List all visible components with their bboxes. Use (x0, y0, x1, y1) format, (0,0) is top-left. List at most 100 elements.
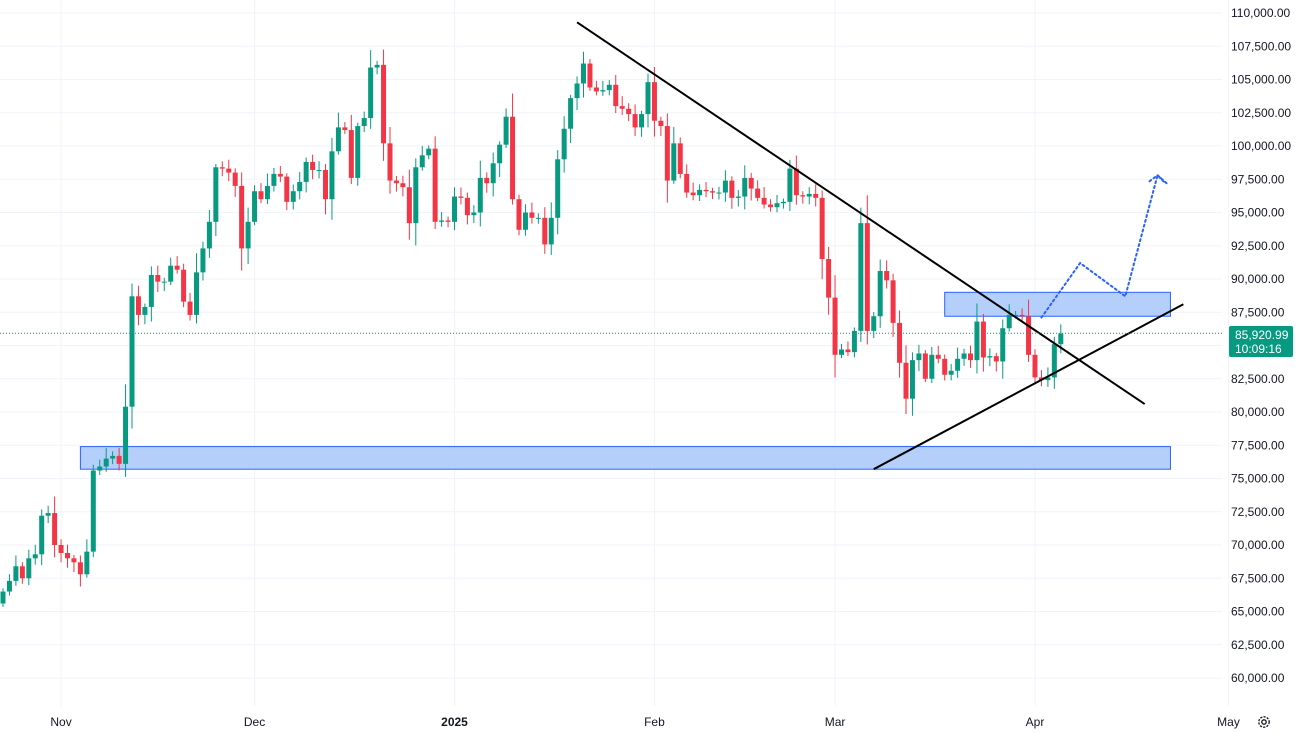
candle-down (664, 113, 670, 203)
candle-body (239, 185, 245, 249)
candle-up (0, 588, 6, 607)
candle-body (1058, 333, 1064, 345)
candle-down (464, 192, 470, 225)
candle-up (522, 204, 528, 236)
candle-body (961, 353, 967, 359)
candle-body (400, 183, 406, 188)
candle-body (613, 84, 619, 107)
candle-body (600, 90, 606, 92)
candle-body (684, 173, 690, 193)
candle-up (955, 347, 961, 378)
candle-up (303, 157, 309, 193)
y-tick-label: 107,500.00 (1231, 39, 1291, 53)
candle-body (522, 212, 528, 230)
candle-down (768, 199, 774, 212)
candle-down (187, 292, 193, 321)
candle-up (290, 184, 296, 210)
candle-down (593, 80, 599, 96)
candle-down (323, 164, 328, 215)
candle-up (245, 207, 251, 265)
candle-up (426, 145, 432, 160)
candle-body (39, 515, 45, 555)
settings-gear-icon[interactable] (1256, 714, 1272, 730)
candle-body (45, 513, 51, 516)
candle-body (980, 321, 986, 358)
candle-body (116, 455, 122, 464)
candle-down (748, 172, 754, 201)
trendline (576, 21, 1146, 405)
candle-body (464, 197, 470, 216)
candle-body (748, 177, 754, 189)
candle-down (884, 260, 890, 289)
candle-body (316, 169, 322, 171)
candle-down (897, 310, 903, 378)
candle-body (1000, 328, 1006, 362)
candle-body (342, 127, 348, 131)
candle-body (968, 353, 973, 361)
candle-body (381, 64, 387, 144)
candle-body (206, 221, 212, 249)
candle-up (252, 185, 258, 226)
y-tick-label: 72,500.00 (1231, 505, 1285, 519)
y-tick-label: 100,000.00 (1231, 139, 1291, 153)
candle-body (922, 353, 928, 379)
candle-body (26, 558, 32, 579)
candle-up (103, 448, 109, 472)
candle-down (942, 354, 948, 381)
candle-up (206, 210, 212, 258)
candle-down (277, 165, 283, 183)
candle-down (826, 246, 832, 315)
candle-body (232, 172, 238, 186)
candle-down (174, 256, 180, 274)
candle-body (65, 552, 70, 559)
candle-body (722, 180, 728, 193)
candle-body (877, 271, 883, 317)
candle-body (123, 406, 129, 464)
candle-up (32, 544, 38, 565)
candle-body (387, 143, 393, 181)
candle-up (271, 167, 277, 192)
candle-up (697, 184, 703, 201)
candle-down (729, 176, 735, 209)
candle-body (787, 168, 793, 202)
candle-up (335, 112, 341, 155)
candle-down (155, 265, 161, 293)
y-tick-label: 70,000.00 (1231, 538, 1285, 552)
candle-body (1032, 354, 1038, 378)
candle-body (903, 362, 909, 399)
candle-up (839, 343, 844, 359)
x-tick-label: May (1217, 715, 1240, 729)
candle-up (374, 60, 380, 75)
candle-down (710, 187, 715, 200)
x-tick-label: Dec (244, 715, 265, 729)
x-tick-label: Apr (1026, 715, 1045, 729)
candle-down (819, 190, 825, 280)
candle-body (155, 275, 161, 282)
candle-body (774, 203, 780, 208)
last-price-badge: 85,920.99 10:09:16 (1229, 326, 1293, 357)
candle-body (793, 168, 799, 196)
candle-body (529, 212, 535, 218)
candle-body (477, 177, 483, 213)
candle-down (116, 447, 122, 471)
candle-up (1051, 336, 1057, 389)
candle-body (226, 168, 232, 173)
x-tick-label: Mar (825, 715, 846, 729)
candle-body (497, 144, 503, 164)
y-tick-label: 95,000.00 (1231, 206, 1285, 220)
candle-body (813, 193, 819, 198)
candle-body (1026, 316, 1032, 355)
candle-body (129, 296, 135, 407)
candle-body (161, 281, 167, 283)
candle-down (219, 161, 225, 177)
candle-body (929, 354, 935, 379)
y-tick-label: 82,500.00 (1231, 372, 1285, 386)
candle-down (619, 96, 625, 115)
candle-body (168, 265, 174, 282)
candle-body (84, 551, 90, 575)
candle-body (6, 580, 12, 592)
candle-body (890, 280, 896, 323)
candle-down (626, 103, 632, 122)
candle-body (619, 106, 625, 109)
